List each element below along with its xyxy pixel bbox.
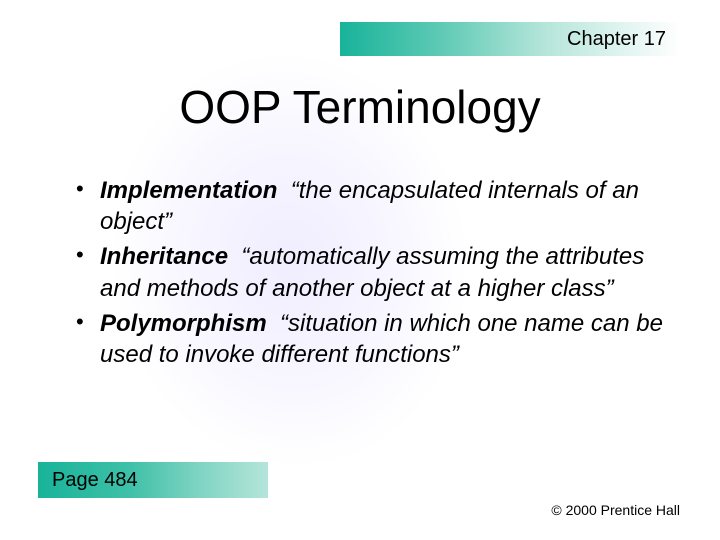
bullet-item: Inheritance “automatically assuming the … <box>72 241 670 303</box>
page-footer-bar: Page 484 <box>38 462 268 498</box>
bullet-list: Implementation “the encapsulated interna… <box>72 175 670 374</box>
bullet-item: Polymorphism “situation in which one nam… <box>72 308 670 370</box>
chapter-header-bar: Chapter 17 <box>340 22 680 56</box>
slide-title: OOP Terminology <box>0 80 720 134</box>
copyright-text: © 2000 Prentice Hall <box>551 502 680 518</box>
chapter-label: Chapter 17 <box>567 28 666 51</box>
page-label: Page 484 <box>52 469 138 492</box>
term-label: Inheritance <box>100 243 228 270</box>
term-label: Implementation <box>100 177 277 204</box>
bullet-item: Implementation “the encapsulated interna… <box>72 175 670 237</box>
term-label: Polymorphism <box>100 310 267 337</box>
